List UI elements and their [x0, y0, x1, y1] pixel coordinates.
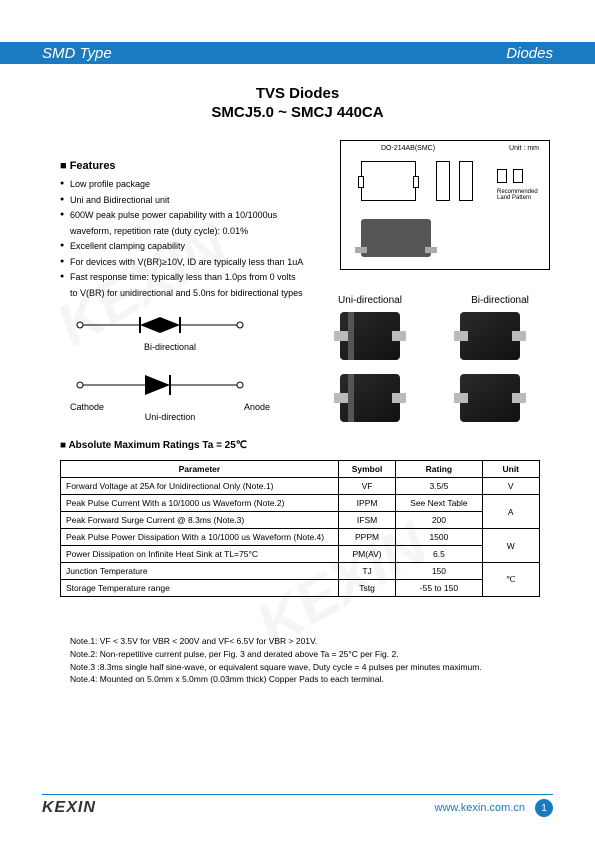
cell-rating: 3.5/5	[396, 478, 482, 495]
title-block: TVS Diodes SMCJ5.0 ~ SMCJ 440CA	[0, 85, 595, 121]
pkg-lead	[358, 176, 364, 188]
table-row: Power Dissipation on Infinite Heat Sink …	[61, 546, 540, 563]
note-2: Note.2: Non-repetitive current pulse, pe…	[70, 648, 530, 661]
unidirectional-symbol: Cathode Anode Uni-direction	[70, 370, 270, 422]
footer: KEXIN www.kexin.com.cn 1	[0, 794, 595, 817]
cell-rating: -55 to 150	[396, 580, 482, 597]
features-block: ■ Features Low profile package Uni and B…	[60, 160, 330, 302]
col-symbol: Symbol	[338, 461, 395, 478]
col-parameter: Parameter	[61, 461, 339, 478]
footer-url: www.kexin.com.cn	[435, 802, 525, 814]
feature-item: 600W peak pulse power capability with a …	[60, 209, 330, 223]
cell-symbol: IFSM	[338, 512, 395, 529]
features-heading: ■ Features	[60, 160, 330, 172]
cell-symbol: Tstg	[338, 580, 395, 597]
feature-item: Excellent clamping capability	[60, 240, 330, 254]
diagram-title: DO-214AB(SMC)	[381, 145, 435, 152]
header-left: SMD Type	[42, 45, 112, 62]
table-row: Storage Temperature range Tstg -55 to 15…	[61, 580, 540, 597]
cell-unit: W	[482, 529, 539, 563]
table-header-row: Parameter Symbol Rating Unit	[61, 461, 540, 478]
feature-subline: waveform, repetition rate (duty cycle): …	[60, 225, 330, 239]
chip-bi-label: Bi-directional	[460, 295, 540, 306]
cell-param: Peak Forward Surge Current @ 8.3ms (Note…	[61, 512, 339, 529]
logo: KEXIN	[42, 799, 96, 817]
table-row: Forward Voltage at 25A for Unidirectiona…	[61, 478, 540, 495]
pkg-3d-view	[361, 219, 431, 257]
header-right: Diodes	[506, 45, 553, 62]
chip-photo	[460, 374, 520, 422]
pkg-side-outline	[436, 161, 450, 201]
bidir-svg	[70, 310, 250, 340]
package-diagram: DO-214AB(SMC) Unit : mm Recommended Land…	[340, 140, 550, 270]
cell-param: Junction Temperature	[61, 563, 339, 580]
table-row: Peak Pulse Power Dissipation With a 10/1…	[61, 529, 540, 546]
feature-item: Fast response time: typically less than …	[60, 271, 330, 285]
header-bar: SMD Type Diodes	[0, 42, 595, 64]
cell-rating: 150	[396, 563, 482, 580]
cell-rating: 6.5	[396, 546, 482, 563]
pad-label: Recommended Land Pattern	[497, 189, 535, 202]
table-row: Junction Temperature TJ 150 ℃	[61, 563, 540, 580]
ratings-table: Parameter Symbol Rating Unit Forward Vol…	[60, 460, 540, 597]
cell-param: Power Dissipation on Infinite Heat Sink …	[61, 546, 339, 563]
feature-item: Uni and Bidirectional unit	[60, 194, 330, 208]
anode-label: Anode	[244, 402, 270, 412]
pad-icon	[513, 169, 523, 183]
pkg-lead	[413, 176, 419, 188]
chip-uni-label: Uni-directional	[330, 295, 410, 306]
chips-area: Uni-directional Bi-directional	[330, 295, 560, 422]
cell-rating: See Next Table	[396, 495, 482, 512]
pkg-top-outline	[361, 161, 416, 201]
cell-param: Peak Pulse Current With a 10/1000 us Wav…	[61, 495, 339, 512]
cell-symbol: PM(AV)	[338, 546, 395, 563]
title-line2: SMCJ5.0 ~ SMCJ 440CA	[0, 104, 595, 121]
note-4: Note.4: Mounted on 5.0mm x 5.0mm (0.03mm…	[70, 673, 530, 686]
chip-photo	[340, 312, 400, 360]
diagram-unit: Unit : mm	[509, 145, 539, 152]
cathode-label: Cathode	[70, 402, 104, 412]
chip-band	[348, 374, 354, 422]
symbols-area: Bi-directional Cathode Anode Uni-directi…	[70, 310, 270, 440]
cell-param: Forward Voltage at 25A for Unidirectiona…	[61, 478, 339, 495]
cell-unit: A	[482, 495, 539, 529]
col-rating: Rating	[396, 461, 482, 478]
col-unit: Unit	[482, 461, 539, 478]
cell-param: Storage Temperature range	[61, 580, 339, 597]
notes-block: Note.1: VF < 3.5V for VBR < 200V and VF<…	[70, 635, 530, 686]
land-pattern-block: Recommended Land Pattern	[497, 169, 535, 202]
unidir-svg	[70, 370, 250, 400]
pkg-side-outline	[459, 161, 473, 201]
chip-photo	[340, 374, 400, 422]
note-3: Note.3 :8.3ms single half sine-wave, or …	[70, 661, 530, 674]
ratings-heading: Absolute Maximum Ratings Ta = 25℃	[60, 440, 247, 451]
cell-rating: 1500	[396, 529, 482, 546]
cell-rating: 200	[396, 512, 482, 529]
chip-band	[348, 312, 354, 360]
bidir-label: Bi-directional	[70, 342, 270, 352]
cell-symbol: IPPM	[338, 495, 395, 512]
pkg-lead	[355, 247, 367, 253]
chip-photo	[460, 312, 520, 360]
unidir-label: Uni-direction	[70, 412, 270, 422]
pad-icon	[497, 169, 507, 183]
feature-item: Low profile package	[60, 178, 330, 192]
cell-symbol: TJ	[338, 563, 395, 580]
title-line1: TVS Diodes	[0, 85, 595, 102]
table-row: Peak Pulse Current With a 10/1000 us Wav…	[61, 495, 540, 512]
bidirectional-symbol: Bi-directional	[70, 310, 270, 352]
footer-content: KEXIN www.kexin.com.cn 1	[0, 795, 595, 817]
feature-subline: to V(BR) for unidirectional and 5.0ns fo…	[60, 287, 330, 301]
feature-item: For devices with V(BR)≥10V, ID are typic…	[60, 256, 330, 270]
cell-param: Peak Pulse Power Dissipation With a 10/1…	[61, 529, 339, 546]
cell-unit: V	[482, 478, 539, 495]
page-number: 1	[535, 799, 553, 817]
note-1: Note.1: VF < 3.5V for VBR < 200V and VF<…	[70, 635, 530, 648]
cell-symbol: VF	[338, 478, 395, 495]
pkg-lead	[425, 247, 437, 253]
cell-unit: ℃	[482, 563, 539, 597]
table-row: Peak Forward Surge Current @ 8.3ms (Note…	[61, 512, 540, 529]
cell-symbol: PPPM	[338, 529, 395, 546]
